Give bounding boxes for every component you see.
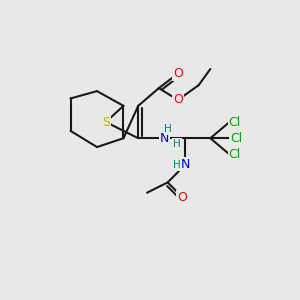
Text: N: N [181, 158, 190, 171]
Text: Cl: Cl [229, 116, 241, 128]
Text: S: S [102, 116, 110, 128]
Text: N: N [160, 132, 169, 145]
Text: H: H [164, 124, 172, 134]
Text: O: O [178, 190, 187, 204]
Text: H: H [172, 160, 180, 170]
Text: O: O [173, 93, 183, 106]
Text: O: O [173, 67, 183, 80]
Text: H: H [173, 139, 181, 149]
Text: Cl: Cl [229, 148, 241, 161]
Text: Cl: Cl [230, 132, 242, 145]
